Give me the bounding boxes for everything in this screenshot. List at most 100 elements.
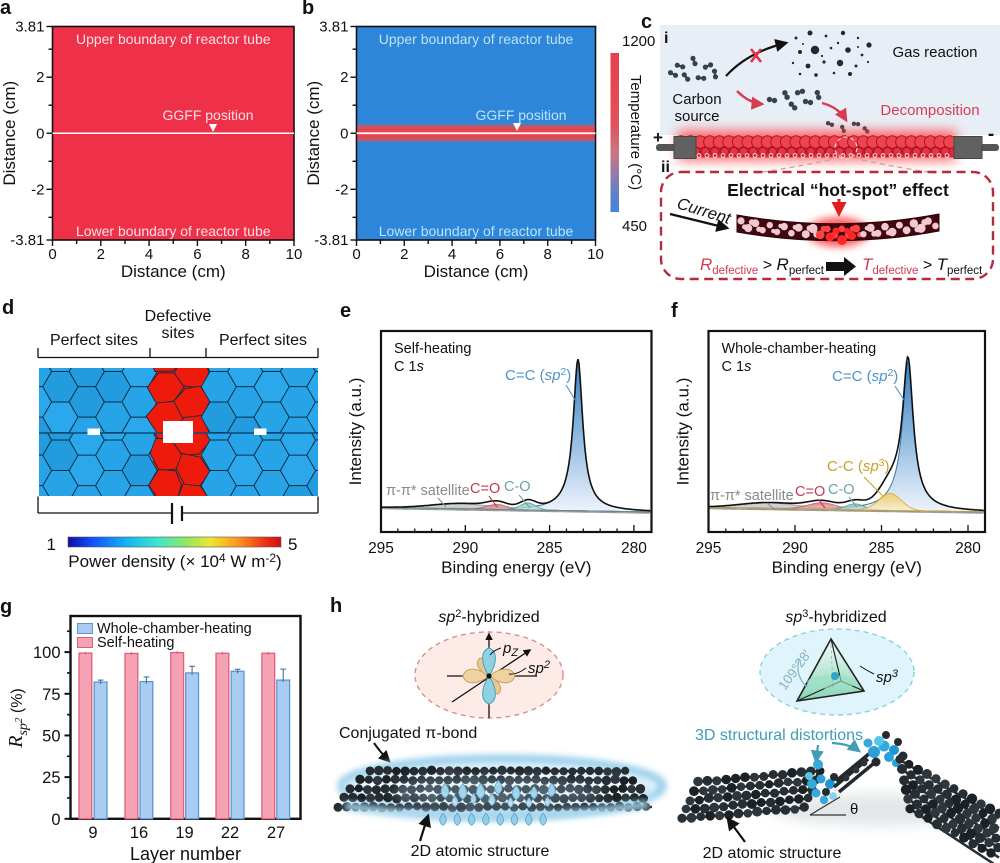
svg-text:g: g — [0, 596, 12, 618]
svg-text:Decomposition: Decomposition — [880, 102, 979, 119]
svg-text:100: 100 — [33, 644, 61, 662]
svg-text:C=C (sp2): C=C (sp2) — [832, 367, 898, 385]
svg-text:Whole-chamber-heating: Whole-chamber-heating — [722, 341, 877, 357]
svg-text:4: 4 — [448, 246, 456, 263]
svg-text:-3.81: -3.81 — [10, 232, 44, 249]
svg-text:6: 6 — [193, 246, 201, 263]
svg-text:source: source — [674, 108, 719, 125]
svg-text:Binding energy (eV): Binding energy (eV) — [441, 558, 591, 577]
svg-text:75: 75 — [42, 686, 60, 704]
svg-text:h: h — [330, 595, 342, 617]
svg-text:1200: 1200 — [622, 33, 655, 50]
svg-text:0: 0 — [36, 125, 44, 142]
svg-text:Self-heating: Self-heating — [97, 635, 174, 651]
svg-text:Whole-chamber-heating: Whole-chamber-heating — [97, 621, 252, 637]
svg-text:Carbon: Carbon — [672, 91, 721, 108]
svg-text:π-π* satellite: π-π* satellite — [710, 488, 794, 504]
svg-text:27: 27 — [267, 824, 285, 842]
svg-text:8: 8 — [544, 246, 552, 263]
svg-text:sp2-hybridized: sp2-hybridized — [438, 608, 539, 626]
svg-text:Self-heating: Self-heating — [394, 341, 471, 357]
svg-text:19: 19 — [175, 824, 193, 842]
svg-text:5: 5 — [288, 535, 297, 554]
svg-text:1: 1 — [47, 535, 56, 554]
svg-text:285: 285 — [869, 540, 895, 557]
svg-text:-2: -2 — [31, 181, 44, 198]
svg-text:sp3-hybridized: sp3-hybridized — [785, 608, 886, 626]
svg-text:450: 450 — [622, 218, 647, 235]
svg-text:-2: -2 — [335, 181, 348, 198]
svg-text:290: 290 — [782, 540, 808, 557]
svg-text:4: 4 — [145, 246, 153, 263]
svg-text:8: 8 — [242, 246, 250, 263]
svg-text:25: 25 — [42, 769, 60, 787]
svg-text:50: 50 — [42, 727, 60, 745]
svg-text:Distance (cm): Distance (cm) — [121, 262, 226, 281]
svg-text:Upper boundary of reactor tube: Upper boundary of reactor tube — [379, 31, 574, 47]
svg-text:0: 0 — [352, 246, 360, 263]
svg-text:f: f — [671, 300, 678, 322]
svg-text:Lower boundary of reactor tube: Lower boundary of reactor tube — [76, 223, 271, 239]
svg-text:ii: ii — [661, 159, 670, 176]
svg-text:Defective: Defective — [145, 308, 212, 325]
svg-text:6: 6 — [496, 246, 504, 263]
svg-text:Conjugated π-bond: Conjugated π-bond — [339, 725, 477, 742]
svg-text:C=C (sp2): C=C (sp2) — [505, 366, 571, 384]
svg-text:Perfect sites: Perfect sites — [219, 332, 307, 349]
svg-text:Distance (cm): Distance (cm) — [0, 81, 19, 186]
svg-text:c: c — [641, 11, 652, 33]
svg-text:i: i — [664, 30, 668, 47]
svg-text:e: e — [340, 300, 351, 322]
svg-text:C 1s: C 1s — [722, 359, 752, 375]
svg-text:0: 0 — [51, 811, 60, 829]
svg-text:GGFF position: GGFF position — [162, 107, 253, 123]
svg-text:Distance (cm): Distance (cm) — [424, 262, 529, 281]
svg-text:16: 16 — [130, 824, 148, 842]
svg-text:C=O: C=O — [795, 484, 825, 500]
svg-text:10: 10 — [286, 246, 303, 263]
svg-text:Upper boundary of reactor tube: Upper boundary of reactor tube — [76, 31, 271, 47]
svg-text:0: 0 — [48, 246, 56, 263]
svg-text:Gas reaction: Gas reaction — [892, 44, 977, 61]
svg-text:2D atomic structure: 2D atomic structure — [703, 845, 842, 862]
svg-text:C-O: C-O — [504, 479, 531, 495]
svg-text:Perfect sites: Perfect sites — [50, 332, 138, 349]
svg-text:a: a — [0, 0, 12, 19]
svg-text:Intensity (a.u.): Intensity (a.u.) — [346, 378, 365, 486]
svg-text:-: - — [988, 124, 994, 145]
svg-text:GGFF position: GGFF position — [475, 107, 566, 123]
svg-text:Lower boundary of reactor tube: Lower boundary of reactor tube — [379, 223, 574, 239]
svg-text:295: 295 — [368, 540, 394, 557]
svg-text:2: 2 — [400, 246, 408, 263]
svg-text:Intensity (a.u.): Intensity (a.u.) — [674, 378, 693, 486]
svg-text:2: 2 — [97, 246, 105, 263]
svg-text:0: 0 — [340, 125, 348, 142]
svg-text:285: 285 — [537, 540, 563, 557]
svg-text:sites: sites — [162, 325, 195, 342]
svg-text:C-O: C-O — [828, 482, 855, 498]
svg-text:10: 10 — [587, 246, 604, 263]
svg-text:C-C (sp3): C-C (sp3) — [827, 457, 890, 475]
svg-text:Layer number: Layer number — [130, 844, 241, 863]
svg-text:3.81: 3.81 — [15, 18, 44, 35]
svg-text:22: 22 — [221, 824, 239, 842]
svg-text:3D structural distortions: 3D structural distortions — [695, 727, 863, 744]
svg-text:θ: θ — [850, 801, 858, 818]
svg-text:C=O: C=O — [470, 481, 500, 497]
svg-text:2: 2 — [340, 69, 348, 86]
svg-text:9: 9 — [88, 824, 97, 842]
svg-text:C 1s: C 1s — [394, 359, 424, 375]
svg-text:2: 2 — [36, 69, 44, 86]
svg-text:π-π* satellite: π-π* satellite — [386, 483, 470, 499]
svg-text:Distance (cm): Distance (cm) — [304, 81, 323, 186]
svg-text:Electrical “hot-spot” effect: Electrical “hot-spot” effect — [727, 180, 949, 200]
svg-text:Power density (× 104 W m-2): Power density (× 104 W m-2) — [68, 551, 281, 571]
svg-text:280: 280 — [955, 540, 981, 557]
svg-text:Rsp2 (%): Rsp2 (%) — [5, 688, 31, 749]
svg-text:b: b — [302, 0, 314, 19]
svg-text:290: 290 — [452, 540, 478, 557]
svg-text:3.81: 3.81 — [319, 18, 348, 35]
svg-text:d: d — [2, 297, 14, 319]
svg-text:295: 295 — [696, 540, 722, 557]
svg-text:Temperature (°C): Temperature (°C) — [627, 75, 644, 190]
